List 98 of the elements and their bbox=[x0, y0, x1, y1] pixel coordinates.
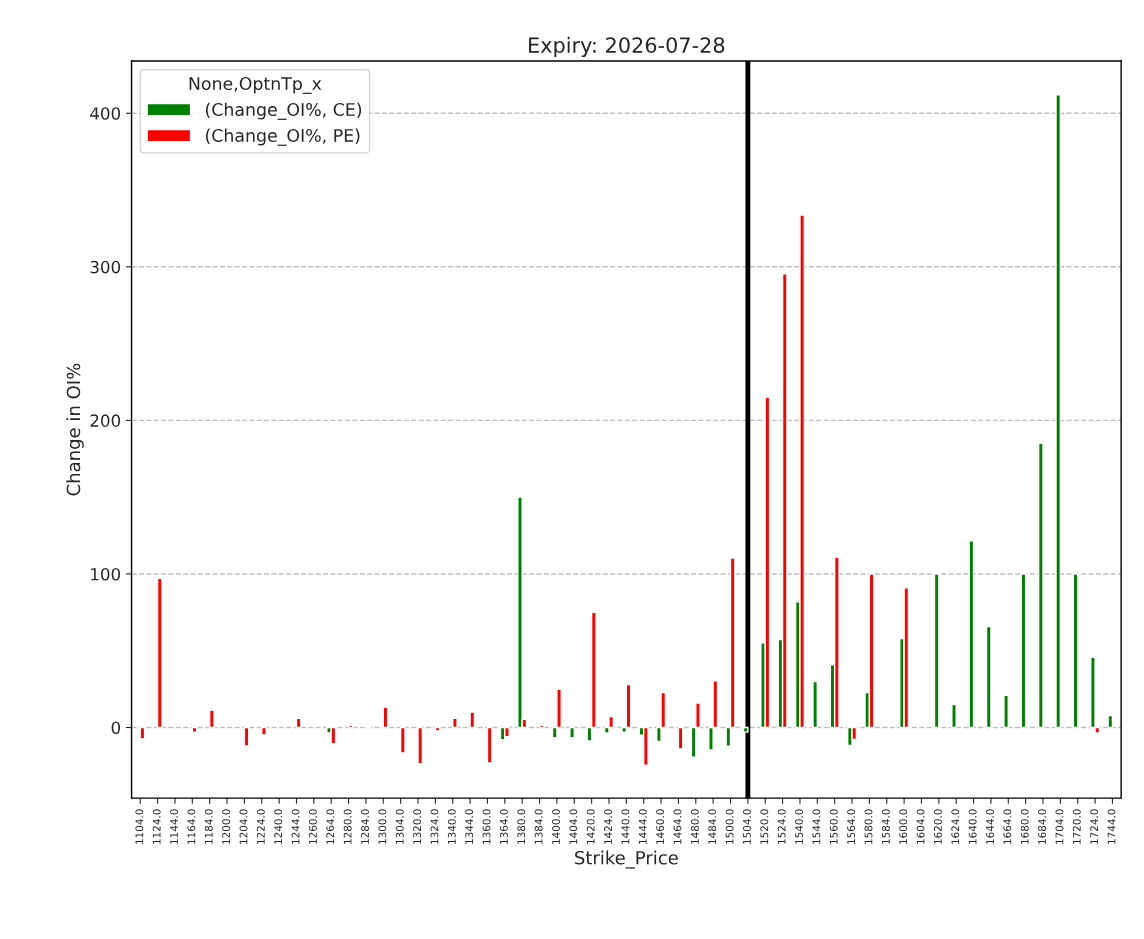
x-tick-label: 1144.0 bbox=[170, 809, 178, 844]
y-axis-title: Change in OI% bbox=[66, 363, 84, 496]
bar bbox=[434, 726, 441, 732]
bar bbox=[538, 724, 545, 729]
x-tick-label: 1500.0 bbox=[725, 809, 734, 844]
bar bbox=[399, 726, 406, 754]
x-tick-label: 1204.0 bbox=[239, 809, 248, 844]
x-tick-label: 1280.0 bbox=[343, 809, 352, 844]
x-tick-label: 1484.0 bbox=[708, 809, 717, 844]
y-tick-label: 300 bbox=[90, 260, 121, 274]
legend-label: (Change_OI%, CE) bbox=[205, 102, 362, 120]
x-tick-label: 1264.0 bbox=[326, 809, 335, 844]
bar bbox=[295, 717, 302, 729]
x-tick-label: 1260.0 bbox=[308, 809, 317, 844]
bar bbox=[469, 711, 476, 729]
x-tick-label: 1624.0 bbox=[951, 809, 960, 844]
x-tick-label: 1164.0 bbox=[187, 809, 196, 844]
bar bbox=[417, 726, 424, 765]
y-tick-label: 200 bbox=[90, 414, 121, 427]
x-tick-label: 1680.0 bbox=[1020, 809, 1029, 844]
bar bbox=[517, 496, 523, 729]
bar bbox=[208, 709, 215, 729]
x-tick-label: 1744.0 bbox=[1107, 809, 1116, 844]
x-tick-label: 1480.0 bbox=[690, 809, 699, 844]
bar bbox=[1055, 94, 1062, 729]
x-tick-label: 1604.0 bbox=[916, 809, 925, 844]
x-tick-label: 1320.0 bbox=[413, 809, 422, 844]
bar bbox=[903, 587, 910, 729]
bar bbox=[833, 556, 840, 729]
y-tick-label: 100 bbox=[91, 567, 121, 581]
x-tick-label: 1404.0 bbox=[569, 809, 578, 844]
x-tick-label: 1360.0 bbox=[482, 809, 491, 844]
bar bbox=[643, 726, 649, 766]
x-tick-label: 1444.0 bbox=[638, 809, 647, 844]
x-tick-label: 1540.0 bbox=[795, 809, 803, 844]
x-tick-label: 1340.0 bbox=[447, 809, 456, 844]
x-tick-label: 1600.0 bbox=[899, 809, 908, 844]
x-tick-label: 1544.0 bbox=[812, 809, 821, 844]
x-tick-label: 1460.0 bbox=[656, 809, 665, 844]
x-tick-label: 1200.0 bbox=[222, 809, 231, 844]
x-axis-title: Strike_Price bbox=[575, 850, 678, 869]
x-tick-label: 1300.0 bbox=[378, 809, 387, 844]
x-tick-label: 1324.0 bbox=[430, 809, 439, 844]
legend-label: (Change_OI%, PE) bbox=[205, 128, 360, 146]
bar bbox=[951, 703, 957, 729]
bar bbox=[781, 273, 788, 729]
bar bbox=[933, 573, 940, 729]
bar bbox=[1003, 694, 1009, 729]
bar bbox=[799, 214, 805, 729]
x-tick-label: 1304.0 bbox=[395, 809, 404, 844]
bar bbox=[985, 625, 992, 729]
x-tick-label: 1564.0 bbox=[847, 809, 856, 844]
x-tick-label: 1364.0 bbox=[499, 809, 508, 844]
x-tick-label: 1640.0 bbox=[968, 809, 977, 844]
bar bbox=[1107, 714, 1114, 729]
chart-title: Expiry: 2026-07-28 bbox=[529, 36, 725, 58]
y-tick-label: 0 bbox=[111, 721, 121, 735]
legend-title: None,OptnTp_x bbox=[189, 76, 322, 94]
x-tick-label: 1560.0 bbox=[829, 809, 838, 844]
bar bbox=[347, 724, 354, 729]
bar bbox=[742, 726, 749, 733]
x-tick-label: 1240.0 bbox=[274, 809, 283, 844]
x-tick-label: 1524.0 bbox=[777, 809, 786, 844]
x-tick-label: 1504.0 bbox=[743, 809, 751, 844]
x-tick-label: 1664.0 bbox=[1003, 809, 1012, 844]
bar bbox=[812, 680, 819, 729]
x-tick-label: 1520.0 bbox=[760, 809, 769, 844]
x-tick-label: 1580.0 bbox=[864, 809, 873, 844]
x-tick-label: 1400.0 bbox=[552, 809, 560, 844]
x-tick-label: 1584.0 bbox=[881, 809, 890, 844]
bar bbox=[504, 726, 510, 738]
x-tick-label: 1284.0 bbox=[361, 809, 369, 844]
bar bbox=[569, 726, 575, 739]
x-tick-label: 1464.0 bbox=[673, 809, 682, 844]
x-tick-label: 1704.0 bbox=[1055, 809, 1064, 844]
x-tick-label: 1424.0 bbox=[604, 809, 612, 844]
x-tick-label: 1620.0 bbox=[933, 809, 942, 844]
x-tick-label: 1104.0 bbox=[135, 809, 144, 844]
x-tick-label: 1124.0 bbox=[152, 809, 161, 844]
bar bbox=[156, 577, 163, 729]
x-tick-label: 1184.0 bbox=[204, 809, 213, 844]
x-tick-label: 1644.0 bbox=[986, 809, 994, 844]
x-tick-label: 1380.0 bbox=[517, 809, 526, 844]
x-tick-label: 1720.0 bbox=[1072, 809, 1081, 844]
bar bbox=[261, 726, 267, 736]
x-tick-label: 1724.0 bbox=[1090, 809, 1099, 844]
bar bbox=[191, 726, 198, 733]
x-tick-label: 1344.0 bbox=[465, 809, 474, 844]
x-tick-label: 1420.0 bbox=[586, 809, 595, 844]
x-tick-label: 1440.0 bbox=[621, 809, 630, 844]
bar bbox=[452, 717, 458, 729]
x-tick-label: 1384.0 bbox=[534, 809, 543, 844]
y-tick-label: 400 bbox=[90, 107, 121, 120]
x-tick-label: 1684.0 bbox=[1038, 809, 1047, 844]
x-tick-label: 1244.0 bbox=[291, 809, 300, 844]
bar bbox=[1037, 442, 1044, 729]
x-tick-label: 1224.0 bbox=[256, 809, 265, 844]
bar bbox=[139, 726, 146, 740]
